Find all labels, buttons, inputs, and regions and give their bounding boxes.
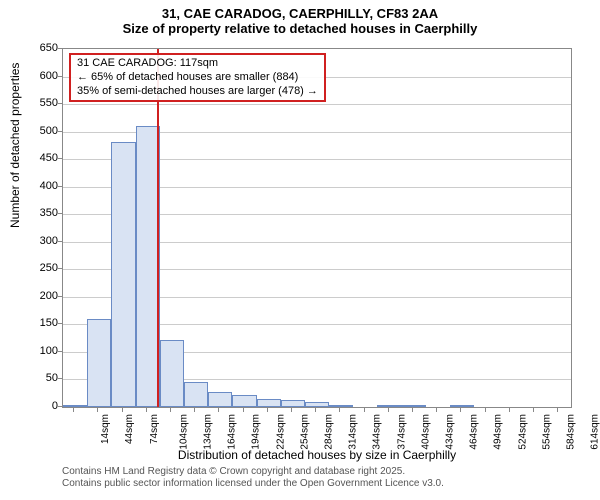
x-tick-mark	[170, 408, 171, 412]
y-tick-label: 500	[28, 125, 58, 137]
x-tick-mark	[315, 408, 316, 412]
x-tick-label: 284sqm	[324, 414, 335, 450]
y-tick-label: 300	[28, 235, 58, 247]
footer-line1: Contains HM Land Registry data © Crown c…	[62, 466, 444, 478]
x-tick-mark	[436, 408, 437, 412]
x-tick-label: 584sqm	[565, 414, 576, 450]
x-tick-label: 134sqm	[203, 414, 214, 450]
chart-footer: Contains HM Land Registry data © Crown c…	[62, 466, 444, 490]
x-tick-mark	[122, 408, 123, 412]
x-tick-label: 164sqm	[227, 414, 238, 450]
x-tick-label: 104sqm	[178, 414, 189, 450]
x-tick-mark	[73, 408, 74, 412]
x-tick-label: 404sqm	[420, 414, 431, 450]
chart-title-line1: 31, CAE CARADOG, CAERPHILLY, CF83 2AA	[0, 0, 600, 21]
y-tick-label: 600	[28, 70, 58, 82]
x-tick-label: 524sqm	[517, 414, 528, 450]
footer-line2: Contains public sector information licen…	[62, 478, 444, 490]
histogram-bar	[87, 319, 111, 407]
x-tick-label: 464sqm	[469, 414, 480, 450]
x-tick-mark	[267, 408, 268, 412]
x-tick-label: 374sqm	[396, 414, 407, 450]
y-tick-label: 650	[28, 42, 58, 54]
annotation-line1: 31 CAE CARADOG: 117sqm	[77, 57, 318, 71]
x-tick-mark	[97, 408, 98, 412]
y-tick-label: 150	[28, 317, 58, 329]
x-tick-label: 14sqm	[100, 414, 111, 444]
x-tick-mark	[339, 408, 340, 412]
y-tick-label: 50	[28, 372, 58, 384]
chart-title-line2: Size of property relative to detached ho…	[0, 21, 600, 40]
y-tick-label: 100	[28, 345, 58, 357]
x-tick-mark	[243, 408, 244, 412]
histogram-bar	[402, 405, 426, 407]
x-tick-label: 554sqm	[541, 414, 552, 450]
histogram-bar	[305, 402, 329, 408]
x-tick-mark	[291, 408, 292, 412]
histogram-bar	[63, 405, 87, 407]
histogram-bar	[111, 142, 135, 407]
y-tick-label: 450	[28, 152, 58, 164]
x-axis-label: Distribution of detached houses by size …	[62, 448, 572, 462]
y-tick-label: 0	[28, 400, 58, 412]
x-tick-mark	[194, 408, 195, 412]
histogram-bar	[232, 395, 256, 407]
histogram-chart: 31, CAE CARADOG, CAERPHILLY, CF83 2AA Si…	[0, 0, 600, 500]
histogram-bar	[208, 392, 232, 407]
x-tick-mark	[388, 408, 389, 412]
x-tick-mark	[509, 408, 510, 412]
x-tick-label: 74sqm	[149, 414, 160, 444]
plot-area: 31 CAE CARADOG: 117sqm ← 65% of detached…	[62, 48, 572, 408]
x-tick-label: 614sqm	[590, 414, 600, 450]
histogram-bar	[184, 382, 208, 407]
annotation-box: 31 CAE CARADOG: 117sqm ← 65% of detached…	[69, 53, 326, 102]
x-tick-label: 254sqm	[299, 414, 310, 450]
x-tick-label: 434sqm	[445, 414, 456, 450]
x-tick-label: 314sqm	[348, 414, 359, 450]
x-tick-mark	[218, 408, 219, 412]
x-tick-mark	[412, 408, 413, 412]
x-tick-mark	[146, 408, 147, 412]
x-tick-label: 224sqm	[275, 414, 286, 450]
gridline	[63, 104, 571, 105]
y-axis-label: Number of detached properties	[8, 63, 22, 228]
property-marker-line	[157, 49, 159, 407]
y-tick-label: 400	[28, 180, 58, 192]
histogram-bar	[136, 126, 160, 407]
x-tick-label: 344sqm	[372, 414, 383, 450]
histogram-bar	[257, 399, 281, 407]
x-tick-label: 494sqm	[493, 414, 504, 450]
y-tick-label: 350	[28, 207, 58, 219]
x-tick-label: 44sqm	[124, 414, 135, 444]
x-tick-mark	[460, 408, 461, 412]
histogram-bar	[329, 405, 353, 407]
annotation-line3: 35% of semi-detached houses are larger (…	[77, 85, 318, 99]
histogram-bar	[377, 405, 401, 407]
x-tick-label: 194sqm	[251, 414, 262, 450]
x-tick-mark	[533, 408, 534, 412]
annotation-line2: ← 65% of detached houses are smaller (88…	[77, 71, 318, 85]
histogram-bar	[450, 405, 474, 407]
y-tick-label: 550	[28, 97, 58, 109]
y-tick-label: 200	[28, 290, 58, 302]
x-tick-mark	[485, 408, 486, 412]
histogram-bar	[160, 340, 184, 407]
y-tick-label: 250	[28, 262, 58, 274]
x-tick-mark	[364, 408, 365, 412]
x-tick-mark	[557, 408, 558, 412]
histogram-bar	[281, 400, 305, 407]
